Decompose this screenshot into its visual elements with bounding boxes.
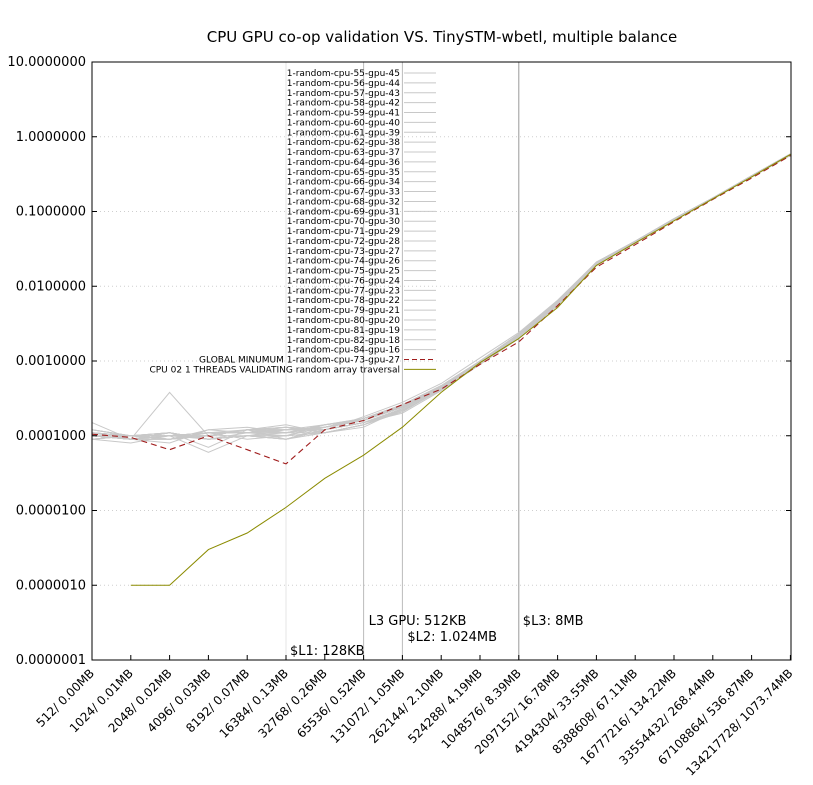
y-tick-label: 1.0000000	[16, 130, 86, 145]
legend: 1-random-cpu-55-gpu-451-random-cpu-56-gp…	[149, 69, 436, 375]
y-tick-label: 0.0100000	[16, 279, 86, 294]
legend-label: 1-random-cpu-78-gpu-22	[287, 296, 400, 306]
cache-size-markers	[285, 62, 520, 660]
legend-label: GLOBAL MINUMUM 1-random-cpu-73-gpu-27	[199, 356, 400, 366]
cache-marker-label: $L1: 128KB	[290, 644, 365, 659]
cache-size-labels: $L1: 128KB L3 GPU: 512KB$L2: 1.024MB $L3: …	[290, 614, 584, 659]
y-tick-label: 0.0000001	[16, 653, 86, 668]
legend-label: 1-random-cpu-77-gpu-23	[287, 286, 400, 296]
legend-label: 1-random-cpu-63-gpu-37	[287, 148, 400, 158]
y-tick-label: 10.0000000	[7, 55, 86, 70]
series-line	[91, 154, 791, 437]
legend-label: 1-random-cpu-64-gpu-36	[287, 158, 401, 168]
legend-label: 1-random-cpu-82-gpu-18	[287, 336, 401, 346]
legend-label: 1-random-cpu-75-gpu-25	[287, 267, 400, 277]
legend-label: 1-random-cpu-80-gpu-20	[287, 316, 401, 326]
cache-marker-label: $L2: 1.024MB	[407, 630, 497, 645]
legend-label: 1-random-cpu-65-gpu-35	[287, 168, 400, 178]
legend-label: 1-random-cpu-70-gpu-30	[287, 217, 401, 227]
legend-label: 1-random-cpu-60-gpu-40	[287, 118, 401, 128]
y-tick-label: 0.0001000	[16, 429, 86, 444]
y-tick-label: 0.0000100	[16, 504, 86, 519]
series-line	[130, 153, 791, 586]
chart-title: CPU GPU co-op validation VS. TinySTM-wbe…	[207, 28, 677, 46]
legend-label: 1-random-cpu-84-gpu-16	[287, 346, 401, 356]
y-tick-label: 0.0000010	[16, 578, 86, 593]
legend-label: 1-random-cpu-69-gpu-31	[287, 207, 400, 217]
legend-label: 1-random-cpu-59-gpu-41	[287, 109, 400, 119]
legend-label: 1-random-cpu-74-gpu-26	[287, 257, 401, 267]
legend-label: 1-random-cpu-62-gpu-38	[287, 138, 401, 148]
legend-label: 1-random-cpu-58-gpu-42	[287, 99, 400, 109]
series-line	[91, 155, 791, 465]
legend-label: CPU 02 1 THREADS VALIDATING random array…	[149, 365, 400, 375]
legend-label: 1-random-cpu-73-gpu-27	[287, 247, 400, 257]
legend-label: 1-random-cpu-61-gpu-39	[287, 128, 401, 138]
y-tick-label: 0.0010000	[16, 354, 86, 369]
legend-label: 1-random-cpu-56-gpu-44	[287, 79, 401, 89]
y-axis-ticks: 10.0000000 1.0000000 0.1000000 0.0100000 0.0…	[7, 55, 791, 668]
cache-marker-label: L3 GPU: 512KB	[369, 614, 467, 629]
legend-label: 1-random-cpu-55-gpu-45	[287, 69, 400, 79]
cache-marker-label: $L3: 8MB	[523, 614, 584, 629]
legend-label: 1-random-cpu-68-gpu-32	[287, 197, 400, 207]
legend-label: 1-random-cpu-66-gpu-34	[287, 178, 401, 188]
legend-label: 1-random-cpu-67-gpu-33	[287, 188, 400, 198]
legend-label: 1-random-cpu-79-gpu-21	[287, 306, 400, 316]
series-lines	[91, 153, 791, 586]
legend-label: 1-random-cpu-72-gpu-28	[287, 237, 401, 247]
legend-label: 1-random-cpu-76-gpu-24	[287, 276, 401, 286]
y-tick-label: 0.1000000	[16, 205, 86, 220]
legend-label: 1-random-cpu-71-gpu-29	[287, 227, 401, 237]
legend-label: 1-random-cpu-81-gpu-19	[287, 326, 401, 336]
legend-label: 1-random-cpu-57-gpu-43	[287, 89, 400, 99]
